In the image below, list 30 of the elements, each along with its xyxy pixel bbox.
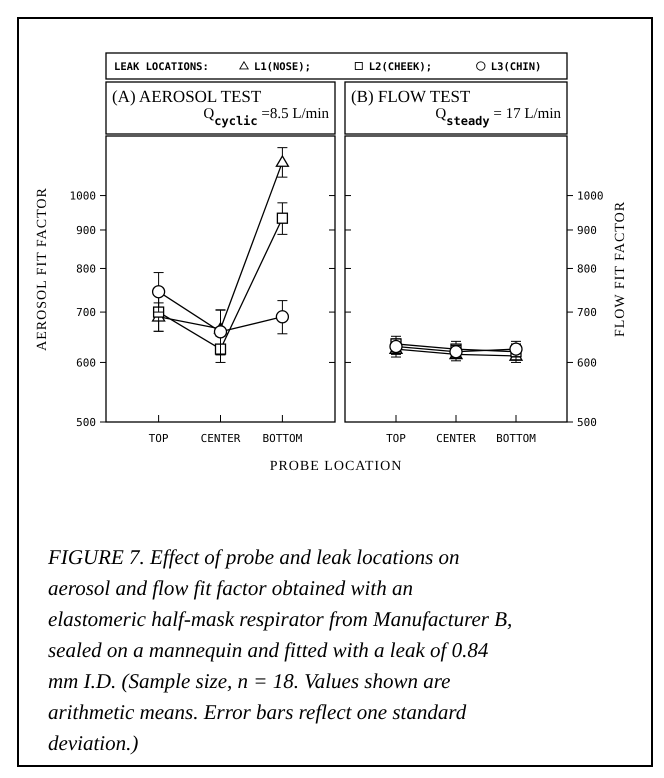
legend-label: L3(CHIN) [490, 61, 542, 73]
y-tick-label: 900 [577, 224, 597, 237]
y-tick-label: 700 [577, 306, 597, 320]
y-axis-title: FLOW FIT FACTOR [613, 200, 628, 338]
y-tick-label: 1000 [577, 190, 604, 203]
y-tick-label: 600 [76, 356, 96, 370]
y-tick-label: 1000 [70, 190, 96, 203]
y-axis-title: AEROSOL FIT FACTOR [35, 187, 50, 351]
caption: FIGURE 7. Effect of probe and leak locations on aerosol and flow fit factor obtained with an elastomeric half-mask respirator from Manufacturer B, sealed on a mannequin and fitted with a leak of 0.84 mm I.D. (Sample size, n = 18. Values shown are arithmetic means. Error bars reflect one standard deviation.) [47, 545, 512, 755]
chart-title: (A) AEROSOL TEST [112, 87, 262, 106]
x-tick-label: CENTER [436, 432, 476, 445]
y-tick-label: 800 [577, 262, 597, 276]
x-tick-label: BOTTOM [496, 432, 536, 445]
x-tick-label: BOTTOM [262, 432, 303, 445]
legend-label: L2(CHEEK); [368, 61, 432, 73]
x-axis-title: PROBE LOCATION [270, 459, 402, 474]
x-tick-label: TOP [386, 432, 406, 445]
chart-subtitle: Q$_{cyclic}$=8.5 L/min [203, 106, 330, 128]
y-tick-label: 500 [76, 416, 96, 429]
legend-title: LEAK LOCATIONS: [114, 61, 209, 73]
y-tick-label: 800 [76, 262, 96, 276]
y-tick-label: 700 [76, 306, 96, 320]
chart-subtitle: Q$_{steady}$= 17 L/min [435, 106, 562, 128]
y-tick-label: 500 [577, 416, 597, 429]
chart-title: (B) FLOW TEST [351, 87, 471, 106]
legend-label: L1(NOSE); [254, 61, 311, 73]
x-tick-label: TOP [148, 432, 169, 445]
x-tick-label: CENTER [200, 432, 241, 445]
y-tick-label: 600 [577, 356, 597, 370]
y-tick-label: 900 [76, 224, 96, 237]
